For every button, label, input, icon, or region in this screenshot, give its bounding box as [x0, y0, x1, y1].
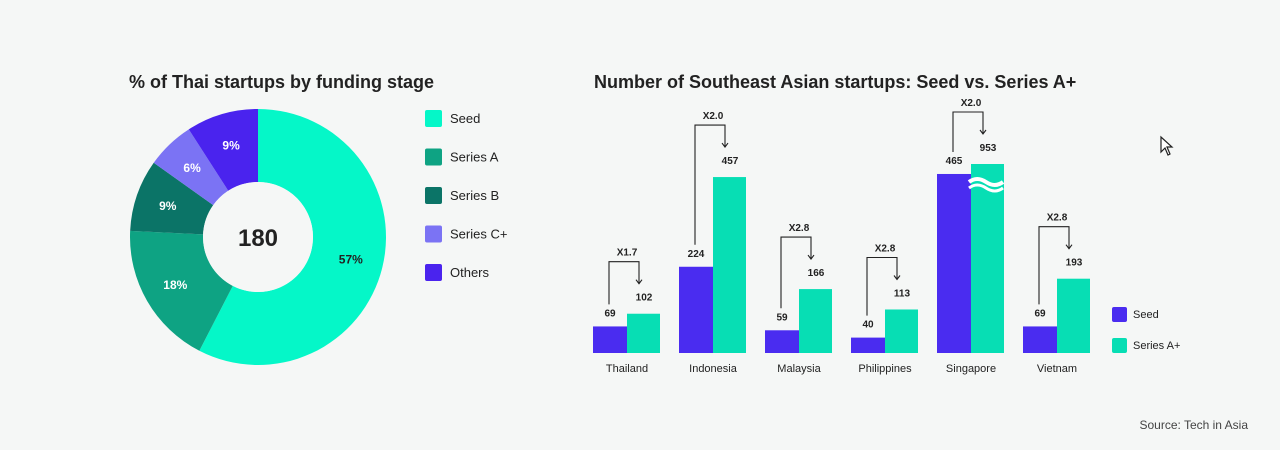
multiplier-label-vietnam: X2.8 [1047, 213, 1068, 224]
value-label-seed-malaysia: 59 [776, 312, 788, 323]
bar-legend-swatch-seed [1112, 307, 1127, 322]
multiplier-bracket-malaysia [780, 236, 812, 309]
legend-swatch-seed [425, 110, 442, 127]
bar-chart-title: Number of Southeast Asian startups: Seed… [594, 72, 1077, 92]
legend-swatch-series-a [425, 148, 442, 166]
bar-series-a-indonesia [713, 177, 746, 353]
bar-seed-indonesia [679, 266, 713, 353]
donut-slice-others [188, 109, 258, 191]
donut-slice-series-c [153, 129, 229, 206]
legend-label-series-c: Series C+ [450, 227, 507, 242]
donut-chart: 57% 18% 9% 6% 9% 180 Seed Series A Series B Serie… [129, 109, 507, 365]
bar-legend-swatch-series-a [1112, 338, 1127, 353]
category-label-malaysia: Malaysia [777, 363, 821, 375]
multiplier-bracket-philippines [866, 256, 898, 316]
legend-swatch-series-b [425, 187, 442, 204]
legend-label-seed: Seed [450, 111, 480, 126]
donut-chart-title: % of Thai startups by funding stage [129, 72, 435, 92]
donut-slice-series-a [129, 230, 233, 351]
legend-label-others: Others [450, 265, 490, 280]
value-label-seed-thailand: 69 [604, 308, 616, 319]
multiplier-label-thailand: X1.7 [617, 248, 638, 259]
donut-label-series-a: 18% [163, 278, 187, 292]
mouse-cursor-icon [1160, 135, 1174, 156]
category-label-vietnam: Vietnam [1037, 363, 1077, 375]
bar-series-a-malaysia [799, 289, 832, 353]
bar-series-a-philippines [885, 309, 918, 353]
multiplier-arrow-vietnam [1065, 244, 1073, 250]
multiplier-arrow-thailand [635, 279, 643, 285]
multiplier-label-philippines: X2.8 [875, 243, 896, 254]
category-label-singapore: Singapore [946, 363, 996, 375]
multiplier-label-indonesia: X2.0 [703, 111, 724, 122]
donut-label-others: 9% [222, 138, 240, 152]
bar-seed-vietnam [1023, 326, 1057, 353]
value-label-series-a-singapore: 953 [980, 143, 997, 154]
legend-label-series-b: Series B [450, 188, 499, 203]
category-label-philippines: Philippines [858, 363, 912, 375]
bar-series-a-thailand [627, 313, 660, 353]
bar-chart: 69 102 X1.7 Thailand 224 457 X2.0 Indonesia 59 16… [593, 98, 1180, 375]
multiplier-bracket-thailand [608, 261, 640, 305]
value-label-seed-singapore: 465 [946, 156, 963, 167]
category-label-indonesia: Indonesia [689, 363, 738, 375]
multiplier-bracket-vietnam [1038, 226, 1070, 305]
value-label-series-a-indonesia: 457 [722, 156, 739, 167]
donut-label-series-b: 9% [159, 199, 177, 213]
multiplier-arrow-indonesia [721, 142, 729, 148]
donut-label-seed: 57% [339, 253, 363, 267]
value-label-series-a-philippines: 113 [894, 288, 911, 299]
donut-center-label: 180 [238, 225, 278, 252]
bar-legend-label-seed: Seed [1133, 309, 1159, 321]
multiplier-arrow-malaysia [807, 254, 815, 261]
donut-label-series-c: 6% [183, 161, 201, 175]
value-label-seed-indonesia: 224 [688, 249, 705, 260]
value-label-series-a-malaysia: 166 [808, 268, 825, 279]
bar-legend-label-series-a: Series A+ [1133, 340, 1180, 352]
donut-hole [203, 182, 313, 292]
legend-swatch-others [425, 264, 442, 281]
axis-break-mark [967, 177, 1005, 187]
bar-seed-malaysia [765, 330, 799, 353]
multiplier-bracket-singapore [952, 111, 984, 152]
legend-label-series-a: Series A [450, 150, 499, 165]
source-note: Source: Tech in Asia [1139, 418, 1248, 432]
multiplier-arrow-singapore [979, 129, 987, 135]
value-label-seed-philippines: 40 [862, 320, 874, 331]
multiplier-label-singapore: X2.0 [961, 98, 982, 109]
bar-seed-singapore [937, 173, 971, 353]
value-label-seed-vietnam: 69 [1034, 308, 1046, 319]
category-label-thailand: Thailand [606, 363, 648, 375]
legend-swatch-series-c [425, 225, 442, 243]
multiplier-label-malaysia: X2.8 [789, 223, 810, 234]
multiplier-bracket-indonesia [694, 124, 726, 245]
multiplier-arrow-philippines [893, 275, 901, 281]
bar-seed-thailand [593, 326, 627, 353]
donut-slice-series-b [130, 162, 214, 235]
bar-series-a-vietnam [1057, 278, 1090, 353]
bar-series-a-singapore [971, 164, 1004, 353]
value-label-series-a-vietnam: 193 [1066, 258, 1083, 269]
axis-break-mark-2 [968, 183, 1004, 193]
donut-slice-seed [199, 109, 386, 365]
bar-seed-philippines [851, 337, 885, 353]
value-label-series-a-thailand: 102 [636, 293, 653, 304]
